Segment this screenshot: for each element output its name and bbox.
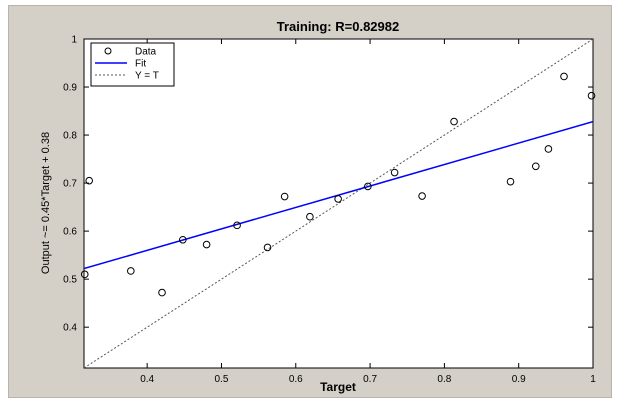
y-tick-label: 0.5 (63, 275, 77, 286)
data-point (280, 192, 289, 201)
data-point (202, 240, 211, 249)
legend-identity-label: Y = T (135, 71, 159, 82)
data-point (179, 235, 187, 244)
x-tick-label: 0.9 (512, 374, 526, 385)
x-tick-label: 0.7 (363, 374, 377, 385)
data-point (263, 243, 272, 252)
x-tick-label: 0.4 (140, 374, 154, 385)
data-point (560, 72, 568, 81)
x-tick-label: 0.5 (215, 374, 229, 385)
y-axis-label: Output ~= 0.45*Target + 0.38 (40, 132, 52, 274)
data-point (450, 117, 458, 126)
y-tick-label: 0.4 (63, 323, 77, 334)
data-point (587, 91, 596, 100)
data-point (506, 177, 515, 186)
plot-area (83, 38, 594, 369)
x-tick-label: 0.8 (437, 374, 451, 385)
y-tick-label: 0.8 (63, 131, 77, 142)
legend: Data Fit Y = T (90, 42, 175, 87)
figure-window: Training: R=0.82982 Target Output ~= 0.4… (8, 5, 612, 398)
y-tick-label: 1 (71, 35, 77, 46)
legend-data-marker (104, 47, 112, 55)
identity-line (84, 39, 593, 368)
chart-title: Training: R=0.82982 (277, 19, 399, 34)
fit-line (84, 120, 593, 270)
legend-box (90, 42, 175, 87)
data-point (418, 192, 426, 200)
y-tick-label: 0.6 (63, 227, 77, 238)
data-point (544, 145, 553, 153)
data-point (306, 212, 314, 221)
data-point (233, 221, 241, 230)
legend-data-label: Data (135, 47, 157, 58)
data-point (531, 162, 540, 171)
x-axis-label: Target (320, 380, 356, 394)
data-point (364, 182, 372, 191)
x-tick-label: 0.6 (289, 374, 303, 385)
regression-chart: Training: R=0.82982 Target Output ~= 0.4… (40, 19, 596, 394)
data-point (158, 288, 166, 297)
data-point (85, 176, 94, 185)
y-tick-label: 0.7 (63, 179, 77, 190)
y-tick-label: 0.9 (63, 83, 77, 94)
axis-ticks: 0.4 0.5 0.6 0.7 0.8 0.9 1 0.4 0.5 0.6 0.7 0.8 0.9 1 (63, 35, 596, 386)
legend-fit-label: Fit (135, 59, 146, 70)
x-tick-label: 1 (590, 374, 596, 385)
data-point (127, 267, 135, 275)
series-layer (80, 39, 596, 368)
data-point (334, 195, 342, 203)
data-point (390, 168, 399, 177)
data-point (80, 270, 89, 279)
